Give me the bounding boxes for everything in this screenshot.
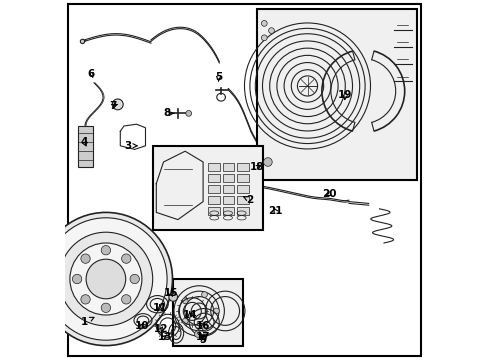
Circle shape (101, 246, 110, 255)
Text: 18: 18 (249, 162, 264, 172)
Bar (223, 185, 234, 193)
Text: 8: 8 (163, 108, 173, 118)
Bar (223, 174, 234, 182)
Circle shape (130, 274, 139, 284)
Bar (172, 279, 242, 346)
Circle shape (59, 232, 152, 326)
Circle shape (182, 298, 188, 304)
Circle shape (263, 158, 272, 166)
Circle shape (81, 254, 90, 263)
Bar (257, 9, 416, 180)
Circle shape (182, 318, 188, 324)
Circle shape (86, 259, 125, 299)
Circle shape (81, 295, 90, 304)
Bar (237, 174, 248, 182)
Text: 1: 1 (81, 317, 94, 327)
Text: 5: 5 (215, 72, 222, 82)
Bar (237, 163, 248, 171)
Text: 6: 6 (88, 69, 95, 79)
Text: 11: 11 (152, 303, 167, 313)
Circle shape (70, 243, 142, 315)
Bar (223, 207, 234, 215)
Circle shape (39, 212, 172, 346)
Text: 3: 3 (123, 141, 137, 151)
Circle shape (261, 35, 266, 41)
Circle shape (185, 111, 191, 116)
Bar (237, 196, 248, 204)
Text: 10: 10 (134, 321, 149, 331)
Text: 7: 7 (109, 101, 117, 111)
Bar (208, 185, 220, 193)
Bar (237, 185, 248, 193)
Bar (208, 207, 220, 215)
Text: 4: 4 (81, 137, 88, 147)
Bar (152, 146, 262, 230)
Circle shape (122, 254, 131, 263)
Circle shape (268, 28, 274, 33)
Text: 2: 2 (243, 195, 253, 205)
Bar (208, 174, 220, 182)
Bar (223, 196, 234, 204)
Text: 16: 16 (196, 321, 210, 331)
Text: 21: 21 (267, 206, 282, 216)
Bar (208, 196, 220, 204)
Text: 17: 17 (195, 332, 210, 342)
Circle shape (201, 324, 207, 330)
Circle shape (168, 293, 177, 301)
Bar (208, 163, 220, 171)
Circle shape (72, 274, 81, 284)
Text: 14: 14 (182, 310, 197, 320)
Text: 12: 12 (153, 324, 168, 334)
Circle shape (44, 218, 167, 340)
Text: 19: 19 (337, 90, 352, 100)
Bar (237, 207, 248, 215)
Circle shape (122, 295, 131, 304)
Bar (223, 163, 234, 171)
Text: 15: 15 (163, 288, 178, 298)
Circle shape (101, 303, 110, 312)
Circle shape (112, 99, 123, 110)
Text: 9: 9 (199, 335, 206, 345)
Text: 13: 13 (157, 332, 171, 342)
Circle shape (201, 292, 207, 297)
Circle shape (80, 39, 84, 44)
Circle shape (261, 21, 266, 26)
Circle shape (194, 331, 201, 337)
Circle shape (213, 308, 219, 314)
Text: 20: 20 (321, 189, 336, 199)
Bar (78, 126, 93, 167)
